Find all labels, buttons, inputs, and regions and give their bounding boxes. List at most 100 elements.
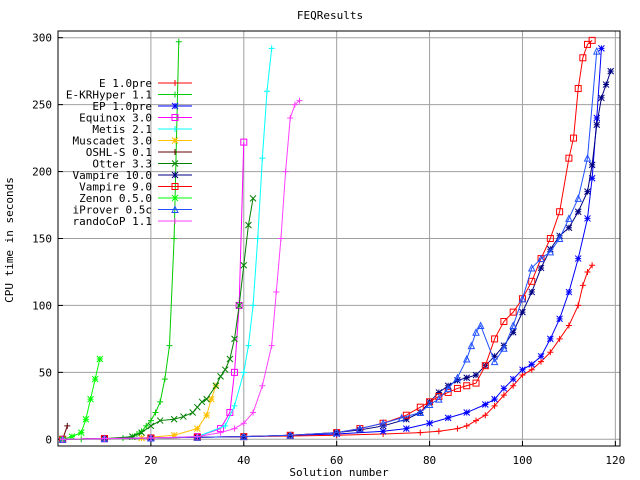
data-point bbox=[172, 126, 178, 132]
data-point bbox=[379, 419, 387, 427]
data-point bbox=[537, 352, 545, 360]
data-point bbox=[239, 432, 248, 441]
data-point bbox=[444, 384, 452, 392]
legend-label: Muscadet 3.0 bbox=[73, 135, 152, 148]
chart-title: FEQResults bbox=[297, 9, 363, 22]
data-point bbox=[171, 171, 179, 179]
data-point bbox=[250, 409, 257, 416]
data-point bbox=[491, 352, 498, 360]
y-axis-label: CPU time in seconds bbox=[3, 177, 16, 303]
data-point bbox=[170, 415, 178, 423]
legend-label: iProver 0.5c bbox=[73, 204, 152, 217]
data-point bbox=[476, 321, 485, 330]
data-point bbox=[491, 395, 498, 403]
data-point bbox=[574, 194, 583, 202]
legend-label: E 1.0pre bbox=[99, 77, 152, 90]
series-12 bbox=[59, 97, 303, 443]
data-point bbox=[282, 168, 289, 175]
data-point bbox=[453, 373, 462, 382]
data-point bbox=[245, 221, 252, 229]
legend-marker bbox=[172, 218, 178, 224]
data-point bbox=[59, 436, 66, 443]
data-point bbox=[589, 262, 596, 269]
legend-label: Vampire 10.0 bbox=[73, 169, 152, 182]
data-point bbox=[249, 194, 257, 202]
data-point bbox=[171, 235, 178, 242]
data-point bbox=[435, 395, 443, 403]
data-point bbox=[565, 154, 573, 162]
data-point bbox=[528, 366, 535, 373]
data-point bbox=[565, 322, 572, 329]
legend-marker bbox=[171, 114, 179, 121]
data-point bbox=[598, 94, 605, 102]
data-point bbox=[171, 114, 179, 121]
data-point bbox=[555, 234, 564, 242]
data-point bbox=[454, 425, 461, 432]
series-line bbox=[62, 51, 598, 440]
data-point bbox=[574, 208, 582, 216]
legend-marker bbox=[171, 183, 179, 190]
data-point bbox=[170, 431, 178, 439]
data-point bbox=[426, 419, 433, 427]
data-point bbox=[157, 398, 164, 405]
data-point bbox=[546, 235, 554, 242]
data-point bbox=[231, 335, 238, 343]
data-point bbox=[240, 261, 248, 269]
data-point bbox=[528, 360, 536, 368]
data-point bbox=[356, 424, 364, 433]
data-point bbox=[574, 255, 582, 262]
data-point bbox=[556, 335, 563, 342]
data-point bbox=[538, 358, 545, 365]
data-point bbox=[147, 417, 154, 424]
x-tick-label: 60 bbox=[330, 454, 343, 467]
data-point bbox=[481, 362, 489, 370]
legend-marker bbox=[171, 102, 179, 110]
legend-label: EP 1.0pre bbox=[92, 100, 152, 113]
data-point bbox=[172, 80, 178, 86]
data-point bbox=[592, 46, 601, 55]
data-point bbox=[332, 428, 341, 437]
data-point bbox=[231, 425, 238, 432]
data-point bbox=[547, 349, 554, 356]
data-point bbox=[268, 45, 275, 52]
data-point bbox=[397, 413, 406, 422]
data-point bbox=[240, 138, 248, 146]
data-point bbox=[379, 427, 387, 435]
legend-label: randoCoP 1.1 bbox=[73, 215, 152, 228]
data-point bbox=[161, 376, 168, 383]
data-point bbox=[463, 382, 471, 390]
data-point bbox=[472, 328, 480, 336]
data-point bbox=[212, 382, 220, 390]
data-point bbox=[221, 366, 229, 374]
data-point bbox=[156, 417, 164, 424]
data-point bbox=[509, 308, 517, 316]
data-point bbox=[91, 375, 99, 383]
legend-marker bbox=[172, 91, 178, 98]
data-point bbox=[189, 409, 197, 416]
data-point bbox=[147, 422, 155, 430]
data-point bbox=[180, 413, 187, 420]
data-point bbox=[171, 194, 179, 202]
data-point bbox=[296, 97, 303, 104]
data-point bbox=[268, 342, 275, 349]
y-tick-label: 150 bbox=[32, 233, 52, 246]
data-point bbox=[537, 264, 545, 272]
x-tick-label: 100 bbox=[513, 454, 533, 467]
legend-marker bbox=[172, 126, 178, 132]
data-point bbox=[588, 161, 596, 169]
legend-marker bbox=[171, 194, 179, 202]
data-point bbox=[519, 372, 526, 379]
data-point bbox=[435, 428, 442, 435]
data-point bbox=[152, 409, 159, 416]
data-point bbox=[579, 54, 587, 62]
legend-label: Metis 2.1 bbox=[92, 123, 152, 136]
data-point bbox=[575, 302, 582, 309]
y-tick-label: 200 bbox=[32, 166, 52, 179]
data-point bbox=[593, 121, 601, 129]
data-point bbox=[467, 341, 476, 350]
data-point bbox=[510, 382, 517, 389]
x-axis-label: Solution number bbox=[289, 466, 389, 479]
data-point bbox=[82, 415, 90, 423]
